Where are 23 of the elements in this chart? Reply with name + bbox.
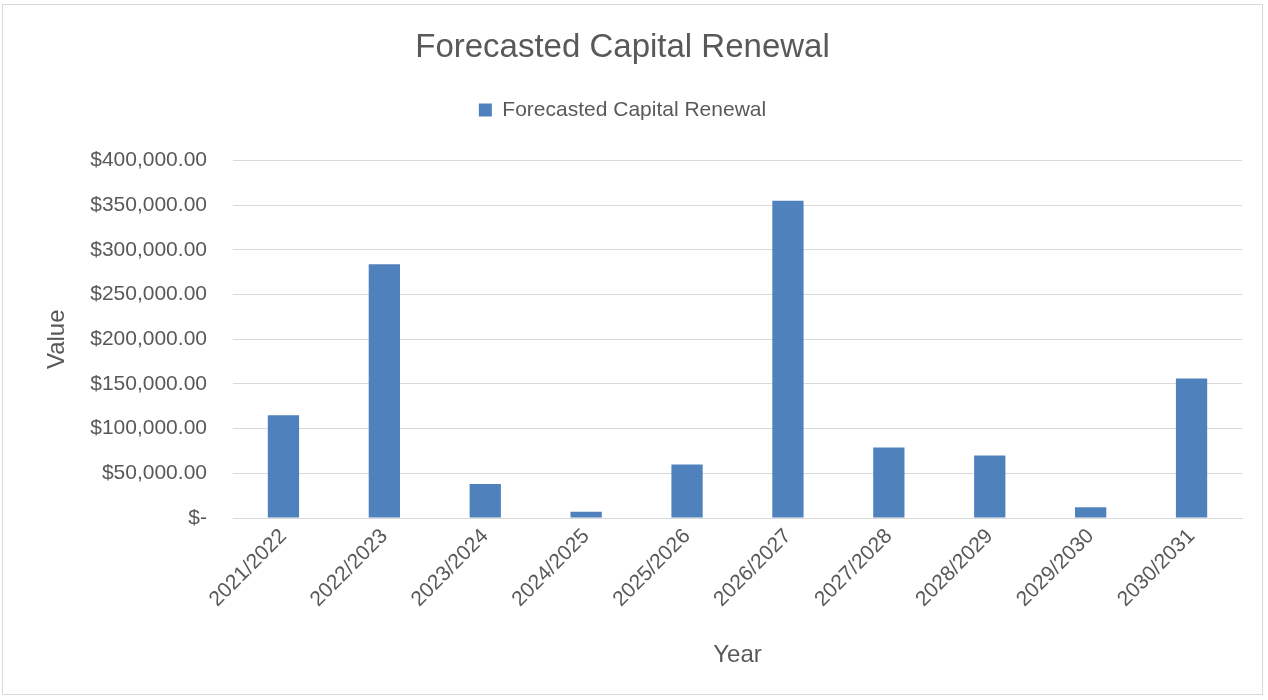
chart-title: Forecasted Capital Renewal bbox=[415, 26, 830, 64]
y-tick-label: $- bbox=[188, 504, 207, 528]
y-tick-label: $150,000.00 bbox=[90, 370, 207, 394]
y-tick-label: $100,000.00 bbox=[90, 415, 207, 439]
bar bbox=[469, 484, 501, 518]
y-axis-title: Value bbox=[42, 309, 70, 370]
y-tick-label: $50,000.00 bbox=[101, 460, 207, 484]
y-tick-label: $200,000.00 bbox=[90, 326, 207, 350]
y-tick-label: $300,000.00 bbox=[90, 236, 207, 260]
bar bbox=[873, 447, 905, 518]
bar bbox=[974, 455, 1006, 518]
legend-label: Forecasted Capital Renewal bbox=[502, 96, 767, 120]
bar bbox=[1175, 378, 1208, 518]
bar bbox=[772, 200, 804, 518]
bar bbox=[267, 415, 300, 518]
y-tick-label: $400,000.00 bbox=[90, 147, 207, 171]
y-tick-label: $350,000.00 bbox=[90, 192, 207, 216]
bar bbox=[671, 464, 703, 518]
bar bbox=[1075, 507, 1107, 518]
bar bbox=[570, 511, 602, 518]
y-tick-label: $250,000.00 bbox=[90, 281, 207, 305]
bar bbox=[368, 264, 400, 518]
x-axis-title: Year bbox=[713, 640, 762, 668]
